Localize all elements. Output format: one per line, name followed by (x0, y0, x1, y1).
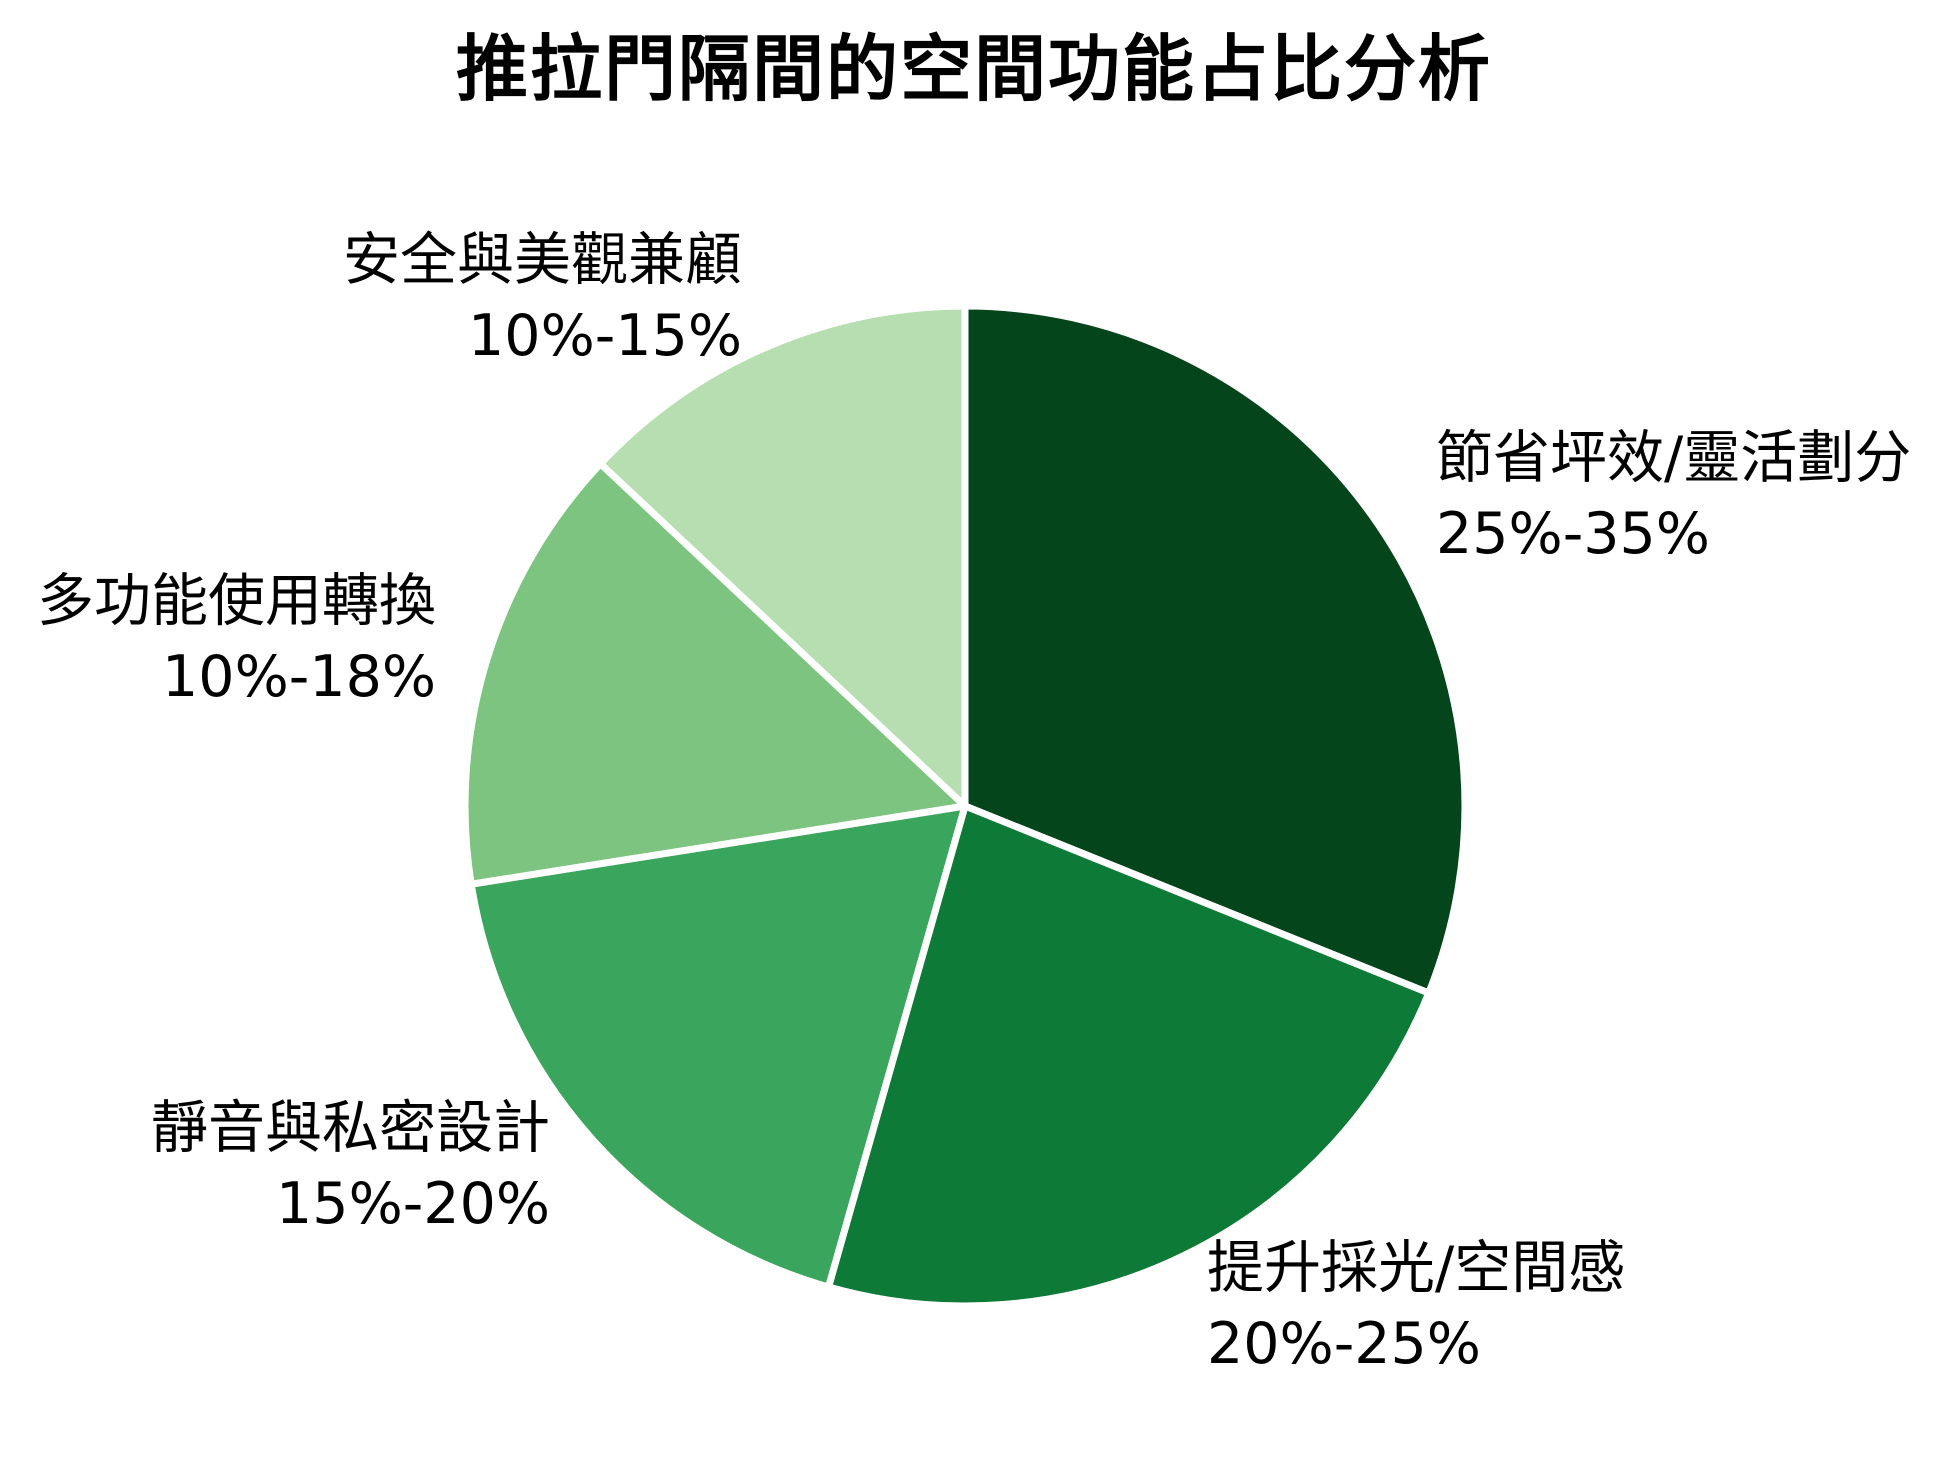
slice-label-text: 靜音與私密設計 (151, 1095, 550, 1161)
slice-range-text: 10%-15% (468, 303, 742, 369)
pie-slice-3 (461, 460, 969, 888)
slice-range-text: 20%-25% (1207, 1311, 1481, 1377)
pie-slice-1 (825, 802, 1433, 1310)
slice-label-lighting: 提升採光/空間感 20%-25% (1207, 1230, 1625, 1382)
slice-label-quiet-privacy: 靜音與私密設計 15%-20% (151, 1090, 550, 1242)
pie-slice-4 (597, 302, 969, 810)
slice-label-multifunction: 多功能使用轉換 10%-18% (37, 563, 436, 715)
slice-range-text: 15%-20% (276, 1171, 550, 1237)
pie-slice-2 (467, 802, 969, 1291)
pie-slice-0 (961, 302, 1469, 997)
slice-label-text: 提升採光/空間感 (1207, 1235, 1626, 1301)
slice-range-text: 10%-18% (162, 644, 436, 710)
slice-label-save-space: 節省坪效/靈活劃分 25%-35% (1436, 420, 1911, 572)
slice-label-text: 節省坪效/靈活劃分 (1436, 425, 1912, 491)
slice-label-safety-aesthetics: 安全與美觀兼顧 10%-15% (343, 222, 742, 374)
slice-range-text: 25%-35% (1436, 501, 1710, 567)
chart-title: 推拉門隔間的空間功能占比分析 (455, 27, 1492, 111)
slice-label-text: 安全與美觀兼顧 (343, 227, 742, 293)
slice-label-text: 多功能使用轉換 (37, 568, 436, 634)
